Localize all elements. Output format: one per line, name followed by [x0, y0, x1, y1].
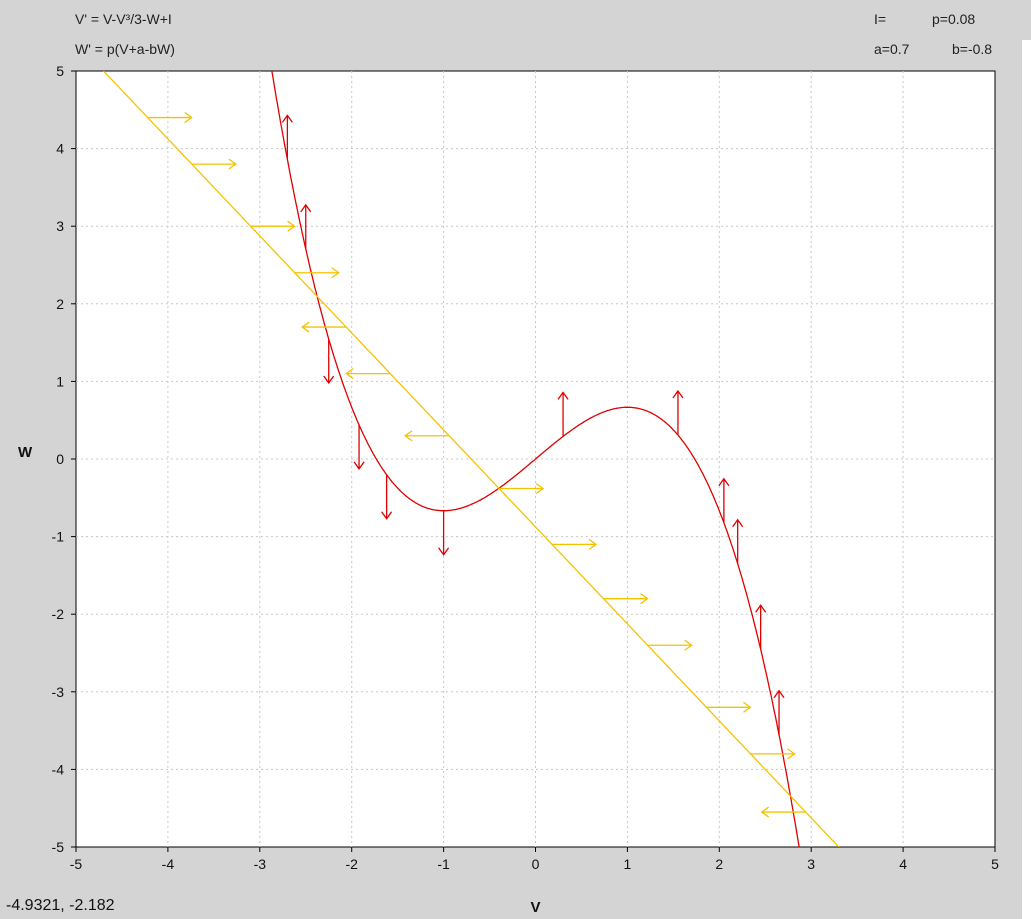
arrow-head: [353, 461, 365, 471]
w_nullcline-arrow: [345, 368, 391, 380]
y-tick-label: 1: [56, 373, 64, 389]
v_nullcline-arrow: [381, 474, 393, 520]
y-tick-label: -5: [52, 839, 65, 855]
x-tick-label: 4: [899, 856, 907, 872]
v_nullcline-arrow: [557, 391, 569, 437]
arrow-head: [773, 689, 785, 699]
y-tick-label: 3: [56, 218, 64, 234]
arrow-head: [345, 368, 354, 380]
param-a-label: a=0.7: [874, 41, 910, 57]
x-tick-label: -1: [437, 856, 450, 872]
w-equation: W' = p(V+a-bW): [75, 41, 175, 57]
w_nullcline-arrow: [499, 482, 545, 495]
arrow-head: [228, 158, 237, 170]
arrow-head: [184, 112, 193, 124]
x-axis-label: V: [530, 899, 540, 916]
arrow-head: [301, 321, 310, 333]
v_nullcline-arrow: [732, 518, 744, 564]
arrow-head: [743, 701, 752, 713]
param-i-label: I=: [874, 11, 887, 27]
y-tick-label: -3: [52, 684, 65, 700]
v_nullcline-arrow: [323, 338, 335, 385]
arrow-head: [672, 389, 684, 399]
y-tick-label: 4: [56, 141, 64, 157]
y-tick-label: -4: [52, 761, 65, 777]
arrow-head: [684, 639, 693, 651]
x-tick-label: -5: [70, 856, 83, 872]
x-tick-label: -3: [254, 856, 267, 872]
arrow-head: [640, 593, 649, 605]
v_nullcline-curve: [271, 71, 800, 847]
arrow-head: [588, 538, 598, 550]
arrow-head: [323, 375, 335, 385]
arrow-head: [381, 511, 393, 520]
arrow-head: [438, 547, 450, 556]
w_nullcline-arrow: [403, 430, 450, 442]
y-axis-label: W: [18, 444, 33, 461]
nullcline-curves: [103, 71, 840, 847]
x-tick-label: 1: [624, 856, 632, 872]
y-tick-label: 5: [56, 63, 64, 79]
x-tick-label: 0: [532, 856, 540, 872]
arrow-head: [760, 806, 770, 818]
param-p-label: p=0.08: [932, 11, 976, 27]
w_nullcline-arrow: [750, 748, 796, 760]
arrow-head: [535, 482, 545, 495]
v_nullcline-arrow: [755, 604, 767, 650]
x-tick-label: 5: [991, 856, 999, 872]
arrow-head: [300, 203, 312, 213]
tick-labels: -5 -4 -3 -2 -1 0 1 2 3 4 5 5 4 3 2 1 0 -1 -2 -3 -4 -5: [52, 63, 1000, 872]
v_nullcline-arrow: [672, 389, 684, 436]
w_nullcline-arrow: [706, 701, 752, 713]
arrow-head: [557, 391, 569, 400]
arrow-head: [281, 114, 293, 123]
w_nullcline-arrow: [191, 158, 237, 170]
w_nullcline-arrow: [760, 806, 806, 818]
arrow-head: [403, 430, 413, 442]
x-tick-label: -4: [162, 856, 175, 872]
w_nullcline-arrow: [301, 321, 347, 333]
v-equation: V' = V-V³/3-W+I: [75, 11, 172, 27]
v_nullcline-arrow: [438, 510, 450, 556]
arrow-head: [755, 604, 767, 613]
y-tick-label: 0: [56, 451, 64, 467]
v_nullcline-arrow: [281, 114, 293, 160]
y-tick-label: 2: [56, 296, 64, 312]
arrow-head: [732, 518, 744, 528]
window-edge: [1022, 40, 1031, 919]
v_nullcline-arrow: [300, 203, 312, 249]
w_nullcline-arrow: [647, 639, 693, 651]
param-b-label: b=-0.8: [952, 41, 993, 57]
arrow-head: [718, 477, 730, 487]
y-tick-label: -2: [52, 606, 65, 622]
w_nullcline-arrow: [250, 220, 296, 232]
v_nullcline-arrow: [353, 424, 365, 471]
x-tick-label: -2: [345, 856, 358, 872]
w_nullcline-arrow: [603, 593, 649, 605]
x-tick-label: 2: [715, 856, 723, 872]
v_nullcline-arrow: [718, 477, 730, 523]
arrow-head: [331, 267, 340, 279]
w_nullcline-arrow: [294, 267, 340, 279]
x-tick-label: 3: [807, 856, 815, 872]
w_nullcline-arrow: [147, 112, 193, 124]
w_nullcline-curve: [103, 71, 840, 847]
coordinate-readout: -4.9321, -2.182: [6, 897, 115, 914]
v_nullcline-arrow: [773, 689, 785, 735]
arrow-head: [287, 220, 296, 232]
direction-arrows: [147, 112, 806, 818]
arrow-head: [787, 748, 796, 760]
grid-lines: [71, 70, 996, 852]
w_nullcline-arrow: [552, 538, 598, 550]
y-tick-label: -1: [52, 529, 65, 545]
